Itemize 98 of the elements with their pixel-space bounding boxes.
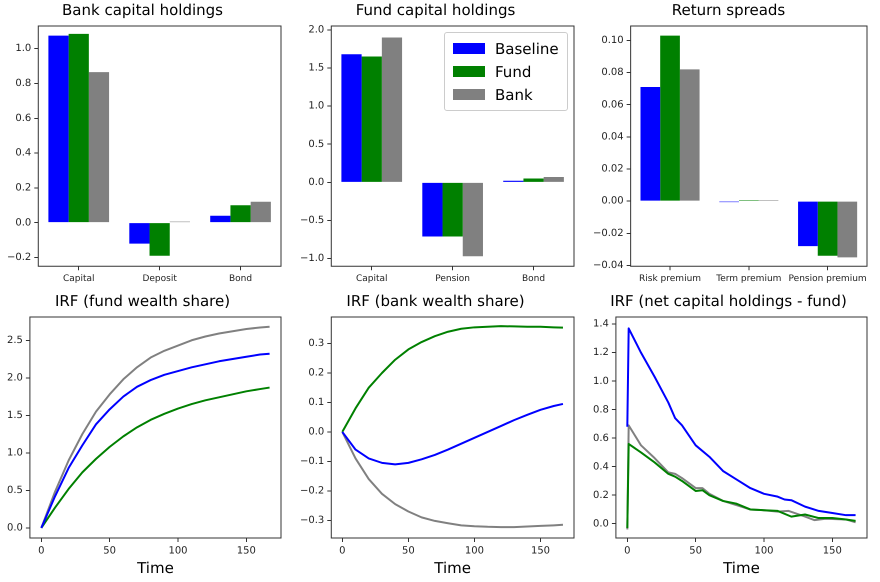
x-tick-label: Bond — [522, 274, 546, 284]
x-tick-label: 100 — [754, 546, 774, 557]
y-tick-label: 2.0 — [6, 372, 23, 384]
y-tick-label: 0.0 — [6, 522, 23, 534]
x-tick-label: 100 — [168, 546, 188, 557]
bar — [818, 202, 838, 256]
x-tick-label: 150 — [530, 546, 550, 557]
bar — [442, 182, 463, 236]
y-tick-label: 2.0 — [308, 24, 324, 36]
y-tick-label: 0.8 — [15, 78, 32, 90]
y-tick-label: −0.02 — [592, 228, 624, 239]
y-tick-label: 1.4 — [592, 318, 609, 330]
y-tick-label: −0.3 — [300, 514, 324, 526]
x-tick-label: 0 — [624, 546, 631, 557]
x-tick-label: Bond — [228, 274, 252, 284]
y-tick-label: 0.0 — [592, 518, 609, 530]
x-tick-label: Capital — [62, 274, 95, 284]
y-tick-label: 0.1 — [308, 397, 324, 408]
y-tick-label: 0.5 — [308, 138, 324, 150]
y-tick-label: 0.02 — [601, 164, 624, 175]
y-tick-label: 1.2 — [592, 347, 609, 358]
y-tick-label: −1.0 — [300, 253, 324, 264]
y-tick-label: 0.06 — [601, 99, 624, 110]
y-tick-label: 1.0 — [15, 43, 32, 54]
x-tick-label: Term premium — [715, 274, 782, 284]
y-tick-label: 0.2 — [15, 182, 32, 194]
bar — [640, 87, 660, 201]
bar — [660, 36, 680, 201]
x-tick-label: 150 — [822, 546, 842, 557]
bar — [341, 54, 362, 182]
chart-title: IRF (fund wealth share) — [54, 292, 230, 310]
y-tick-label: 0.6 — [15, 112, 32, 124]
y-tick-label: 0.4 — [592, 461, 609, 472]
legend-label: Bank — [495, 86, 533, 104]
y-tick-label: 0.00 — [601, 196, 624, 207]
legend-label: Fund — [495, 62, 532, 80]
x-tick-label: 50 — [103, 546, 116, 557]
x-tick-label: 0 — [38, 546, 45, 557]
x-tick-label: Capital — [356, 274, 388, 284]
y-tick-label: 0.04 — [601, 131, 624, 142]
x-tick-label: Pension premium — [788, 274, 867, 284]
bar — [88, 72, 110, 222]
bar — [230, 205, 251, 222]
x-tick-label: 50 — [689, 546, 702, 557]
y-tick-label: 0.3 — [308, 338, 324, 350]
y-tick-label: −0.2 — [6, 252, 32, 264]
x-tick-label: 100 — [464, 546, 484, 557]
bar — [150, 223, 170, 256]
bar — [798, 202, 818, 246]
x-tick-label: Risk premium — [639, 274, 702, 284]
x-axis-title: Time — [136, 558, 174, 577]
x-axis-title: Time — [433, 558, 471, 577]
y-tick-label: −0.04 — [592, 260, 624, 271]
bar — [382, 37, 402, 182]
x-tick-label: 150 — [236, 546, 256, 557]
bar — [68, 34, 89, 222]
y-tick-label: 0.0 — [15, 217, 32, 228]
y-tick-label: 1.5 — [6, 410, 23, 421]
y-tick-label: 2.5 — [6, 334, 23, 346]
legend-label: Baseline — [495, 40, 559, 58]
y-tick-label: −0.2 — [300, 485, 324, 496]
chart-title: Fund capital holdings — [356, 0, 516, 19]
y-tick-label: 0.10 — [601, 35, 624, 46]
y-tick-label: 0.08 — [601, 67, 624, 78]
bar — [250, 202, 271, 222]
chart-title: Return spreads — [672, 0, 786, 19]
bar — [680, 69, 700, 201]
bar — [48, 36, 69, 222]
x-tick-label: Deposit — [142, 274, 178, 284]
chart-title: Bank capital holdings — [62, 0, 224, 19]
y-tick-label: 0.2 — [592, 490, 609, 501]
bar — [422, 182, 443, 236]
x-tick-label: Pension — [435, 274, 470, 284]
y-tick-label: 0.0 — [308, 426, 324, 438]
bar — [523, 178, 544, 182]
bar — [129, 223, 150, 244]
y-tick-label: 0.4 — [15, 148, 32, 159]
y-tick-label: 1.0 — [6, 447, 23, 458]
y-tick-label: 0.6 — [592, 432, 609, 444]
bar — [837, 202, 858, 258]
bar — [210, 216, 230, 222]
x-axis-title: Time — [722, 558, 760, 577]
y-tick-label: 0.0 — [308, 176, 324, 188]
y-tick-label: 1.5 — [308, 62, 324, 74]
y-tick-label: 1.0 — [308, 100, 324, 112]
bar — [362, 56, 382, 182]
y-tick-label: 1.0 — [592, 376, 609, 387]
y-tick-label: 0.2 — [308, 368, 324, 379]
y-tick-label: −0.1 — [300, 456, 324, 467]
x-tick-label: 0 — [339, 546, 346, 557]
chart-title: IRF (bank wealth share) — [346, 292, 525, 310]
y-tick-label: 0.8 — [592, 404, 609, 416]
chart-title: IRF (net capital holdings - fund) — [610, 292, 847, 310]
y-tick-label: 0.5 — [6, 485, 23, 496]
y-tick-label: −0.5 — [300, 215, 324, 226]
x-tick-label: 50 — [402, 546, 415, 557]
bar — [544, 176, 564, 182]
bar — [462, 182, 483, 256]
